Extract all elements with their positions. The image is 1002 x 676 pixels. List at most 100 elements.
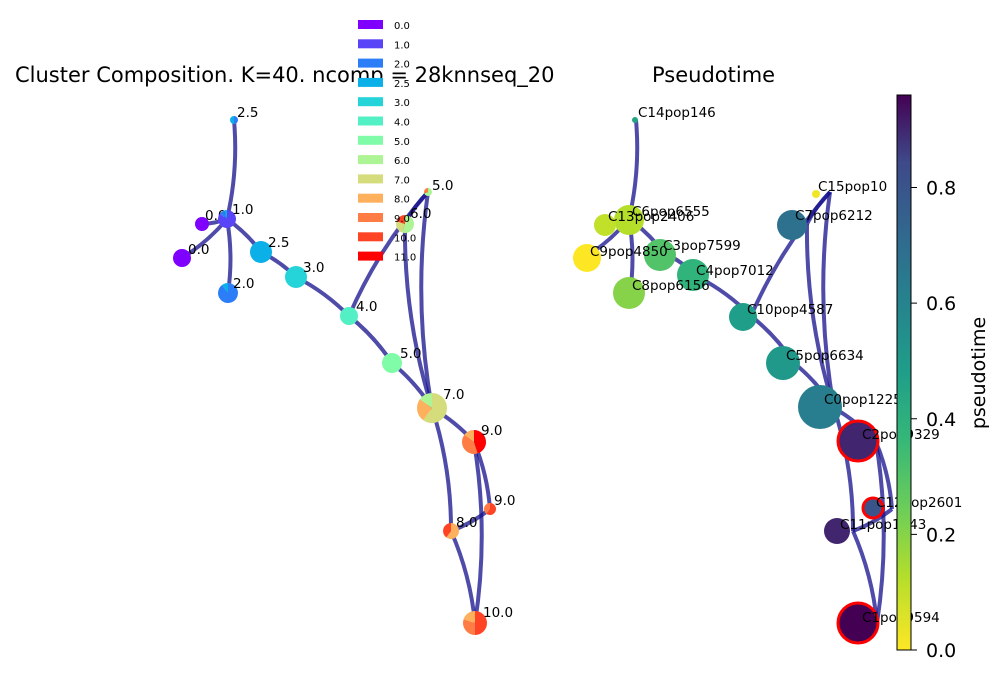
left-edge bbox=[449, 530, 477, 624]
pie-node: 6.0 bbox=[396, 206, 431, 234]
pie-slice bbox=[230, 116, 234, 124]
left-edge bbox=[430, 407, 454, 532]
pseudotime-marker bbox=[632, 117, 638, 123]
pie-slice bbox=[222, 283, 228, 293]
legend-entry: 3.0 bbox=[358, 97, 410, 109]
legend-label: 7.0 bbox=[394, 175, 410, 186]
legend-entry: 2.5 bbox=[358, 77, 410, 90]
colorbar: 0.0 0.2 0.4 0.6 0.8 pseudotime bbox=[896, 94, 990, 662]
pseudotime-node-label: C11pop1943 bbox=[840, 517, 926, 533]
legend-swatch bbox=[358, 251, 383, 261]
pie-slice bbox=[417, 399, 432, 421]
legend-swatch bbox=[358, 232, 383, 242]
pseudotime-node-label: C10pop4587 bbox=[747, 302, 833, 318]
legend-entry: 8.0 bbox=[358, 193, 410, 206]
pie-slice bbox=[484, 503, 490, 514]
pie-node-label: 5.0 bbox=[432, 178, 453, 194]
pseudotime-marker bbox=[861, 496, 885, 520]
pie-node: 9.0 bbox=[484, 493, 515, 515]
pie-node: 4.0 bbox=[340, 299, 377, 325]
pie-node-label: 5.0 bbox=[400, 346, 421, 362]
pie-slice bbox=[462, 434, 478, 455]
legend-swatch bbox=[358, 193, 383, 203]
right-edge bbox=[821, 191, 836, 409]
legend-entry: 7.0 bbox=[358, 174, 410, 186]
legend-swatch bbox=[358, 174, 383, 184]
right-edge bbox=[805, 190, 832, 225]
pseudotime-marker bbox=[798, 385, 842, 429]
legend-label: 5.0 bbox=[394, 137, 410, 148]
pseudotime-node: C6pop6555 bbox=[614, 204, 710, 235]
legend-swatch bbox=[358, 77, 383, 87]
left-edge bbox=[225, 119, 238, 220]
legend-label: 2.0 bbox=[394, 60, 410, 71]
pseudotime-marker bbox=[677, 259, 709, 291]
pie-slice bbox=[486, 503, 496, 515]
pie-slice bbox=[463, 611, 475, 623]
pseudotime-node-label: C8pop6156 bbox=[632, 278, 710, 294]
legend-entry: 11.0 bbox=[358, 251, 416, 264]
pseudotime-marker bbox=[594, 214, 616, 236]
legend-swatch bbox=[358, 135, 383, 145]
pseudotime-marker bbox=[766, 346, 800, 380]
pseudotime-node-label: C6pop6555 bbox=[632, 204, 710, 220]
pie-slice bbox=[464, 430, 474, 442]
pseudotime-node: C0pop12252 bbox=[798, 385, 910, 429]
pseudotime-marker bbox=[644, 239, 676, 271]
pie-node-label: 10.0 bbox=[483, 605, 513, 621]
legend: 0.0 1.0 2.0 2.5 3.0 4.0 5.0 6.0 7.0 8.0 9.0 10.0 11.… bbox=[358, 20, 416, 264]
left-nodes: 2.50.0 1.00.0 2.52.03.04.05.07.05.06.09.09… bbox=[173, 105, 515, 635]
pseudotime-marker bbox=[573, 244, 601, 272]
colorbar-gradient bbox=[896, 94, 912, 651]
pseudotime-node: C10pop4587 bbox=[729, 302, 833, 331]
colorbar-ticks: 0.0 0.2 0.4 0.6 0.8 bbox=[911, 178, 956, 662]
pseudotime-node-label: C9pop4850 bbox=[590, 244, 668, 260]
left-edges bbox=[180, 119, 492, 624]
pseudotime-node-label: C7pop6212 bbox=[795, 208, 873, 224]
pseudotime-node: C13pop2406 bbox=[594, 209, 694, 236]
pseudotime-node: C1pop9594 bbox=[836, 601, 940, 645]
pie-slice bbox=[463, 619, 475, 635]
pie-node: 3.0 bbox=[285, 260, 324, 288]
legend-entry: 10.0 bbox=[358, 232, 416, 244]
pie-node-label: 0.0 bbox=[188, 242, 209, 258]
right-chart-title: Pseudotime bbox=[652, 63, 775, 87]
pie-slice bbox=[224, 210, 227, 219]
colorbar-tick-label: 0.2 bbox=[926, 524, 956, 546]
pie-slice bbox=[475, 611, 487, 635]
legend-label: 8.0 bbox=[394, 195, 410, 206]
legend-entry: 2.0 bbox=[358, 58, 410, 71]
left-edge bbox=[419, 191, 434, 409]
left-edge bbox=[402, 223, 434, 409]
colorbar-tick-label: 0.4 bbox=[926, 409, 956, 431]
pseudotime-marker bbox=[824, 518, 850, 544]
pie-node-label: 2.5 bbox=[268, 235, 289, 251]
pie-node: 9.0 bbox=[462, 423, 502, 455]
pie-slice bbox=[443, 523, 451, 538]
pie-slice bbox=[219, 210, 227, 219]
pie-node: 2.0 bbox=[217, 276, 254, 304]
pie-slice bbox=[173, 249, 191, 267]
legend-swatch bbox=[358, 20, 383, 29]
pseudotime-node-label: C12pop2601 bbox=[876, 495, 962, 511]
left-chart-title: Cluster Composition. K=40. ncomp = 28knn… bbox=[15, 63, 555, 88]
pie-node: 0.0 bbox=[173, 242, 209, 267]
pie-node: 5.0 bbox=[424, 178, 453, 196]
pseudotime-marker bbox=[729, 303, 757, 331]
pie-node: 5.0 bbox=[382, 346, 421, 373]
pseudotime-node: C14pop146 bbox=[632, 105, 716, 123]
pie-node: 8.0 bbox=[443, 515, 477, 539]
legend-label: 9.0 bbox=[394, 214, 410, 225]
colorbar-tick-label: 0.8 bbox=[926, 178, 956, 200]
pseudotime-node: C12pop2601 bbox=[861, 495, 962, 520]
colorbar-tick-label: 0.6 bbox=[926, 293, 956, 315]
pseudotime-node: C9pop4850 bbox=[573, 244, 668, 272]
legend-swatch bbox=[358, 155, 383, 165]
legend-swatch bbox=[358, 58, 383, 68]
legend-label: 4.0 bbox=[394, 118, 410, 129]
pie-slice bbox=[195, 217, 209, 231]
pie-node: 7.0 bbox=[417, 387, 464, 424]
colorbar-label: pseudotime bbox=[968, 317, 990, 429]
pie-slice bbox=[234, 116, 238, 124]
